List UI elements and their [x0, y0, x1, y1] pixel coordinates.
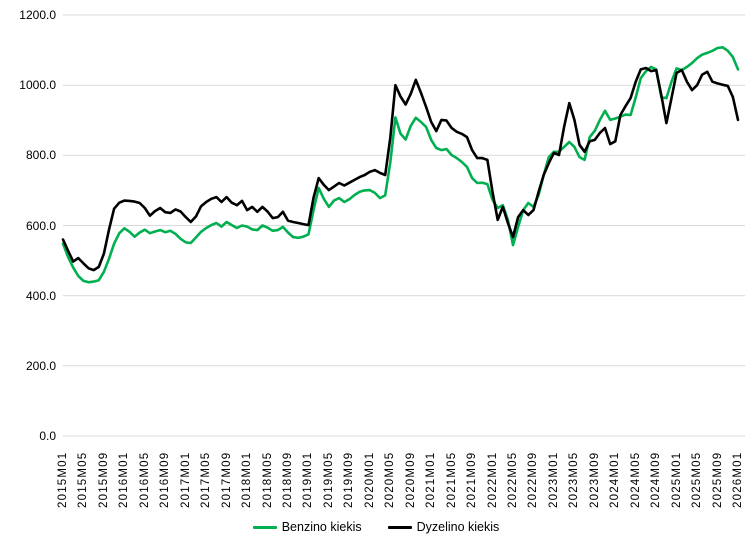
- x-tick-label: 2024M01: [609, 451, 621, 508]
- x-tick-label: 2019M05: [323, 451, 335, 508]
- y-tick-label: 1200.0: [19, 8, 56, 22]
- x-tick-label: 2018M09: [282, 451, 294, 508]
- x-tick-label: 2023M09: [589, 451, 601, 508]
- x-tick-label: 2022M01: [487, 451, 499, 508]
- x-tick-label: 2021M09: [466, 451, 478, 508]
- legend-item-benzino: Benzino kiekis: [252, 520, 362, 534]
- benzino-line: [61, 45, 740, 284]
- x-tick-label: 2020M05: [384, 451, 396, 508]
- legend-item-dyzelino: Dyzelino kiekis: [387, 520, 500, 534]
- x-tick-label: 2026M01: [732, 451, 744, 508]
- y-tick-label: 400.0: [25, 289, 56, 303]
- x-tick-label: 2022M05: [507, 451, 519, 508]
- x-tick-label: 2019M01: [302, 451, 314, 508]
- x-tick-label: 2025M01: [671, 451, 683, 508]
- x-tick-label: 2023M05: [568, 451, 580, 508]
- benzino-line-swatch: [252, 525, 277, 529]
- x-tick-label: 2017M05: [200, 451, 212, 508]
- x-tick-label: 2022M09: [527, 451, 539, 508]
- x-tick-label: 2024M05: [630, 451, 642, 508]
- x-tick-label: 2017M01: [180, 451, 192, 508]
- dyzelino-line: [61, 66, 740, 272]
- x-tick-label: 2025M09: [712, 451, 724, 508]
- legend-label-benzino: Benzino kiekis: [281, 520, 362, 534]
- x-tick-label: 2016M01: [118, 451, 130, 508]
- x-tick-label: 2020M09: [405, 451, 417, 508]
- x-tick-label: 2017M09: [221, 451, 233, 508]
- x-tick-label: 2015M01: [57, 451, 69, 508]
- y-tick-label: 600.0: [25, 219, 56, 233]
- y-tick-label: 200.0: [25, 359, 56, 373]
- x-tick-label: 2016M05: [139, 451, 151, 508]
- x-tick-label: 2015M09: [98, 451, 110, 508]
- x-tick-label: 2019M09: [343, 451, 355, 508]
- x-tick-label: 2024M09: [650, 451, 662, 508]
- y-tick-label: 0.0: [39, 429, 56, 443]
- dyzelino-line-swatch: [387, 525, 412, 529]
- x-tick-label: 2021M01: [425, 451, 437, 508]
- legend-label-dyzelino: Dyzelino kiekis: [416, 520, 500, 534]
- x-tick-label: 2023M01: [548, 451, 560, 508]
- x-tick-label: 2016M09: [159, 451, 171, 508]
- legend: Benzino kiekis Dyzelino kiekis: [0, 520, 752, 534]
- x-tick-label: 2020M01: [364, 451, 376, 508]
- x-tick-label: 2021M05: [446, 451, 458, 508]
- y-tick-label: 800.0: [25, 148, 56, 162]
- x-tick-label: 2015M05: [77, 451, 89, 508]
- x-tick-label: 2018M01: [241, 451, 253, 508]
- x-tick-label: 2018M05: [262, 451, 274, 508]
- x-tick-label: 2025M05: [691, 451, 703, 508]
- y-tick-label: 1000.0: [19, 78, 56, 92]
